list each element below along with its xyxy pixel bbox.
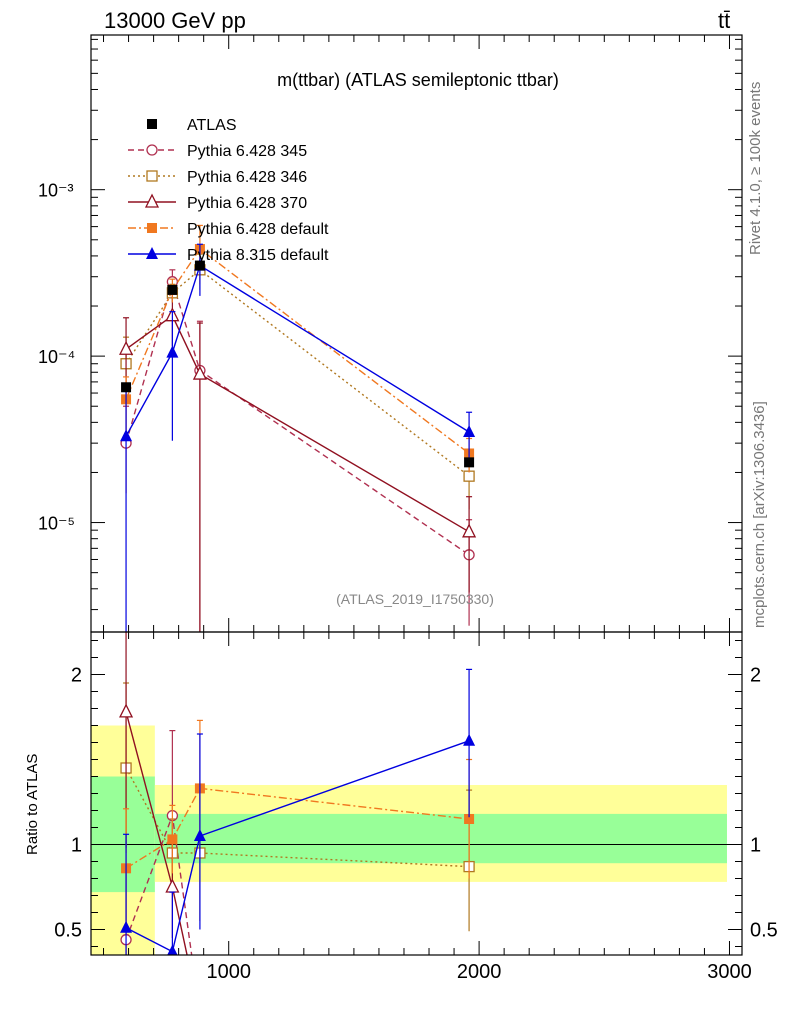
ratio-y-tick-label: 1 (71, 835, 82, 857)
legend: ATLAS Pythia 6.428 345 Pythia 6.428 346 Pyt… (128, 117, 329, 264)
x-tick-label: 3000 (707, 961, 752, 983)
ratio-line-py6_346 (125, 767, 470, 868)
ratio-band-inner (154, 813, 727, 864)
ratio-point-py6_370 (463, 1008, 475, 1020)
data-point-py6_370 (462, 523, 477, 538)
ratio-line-py8_default (125, 740, 470, 953)
series-py8_default (120, 243, 476, 632)
legend-item-py6_346: Pythia 6.428 346 (128, 169, 307, 186)
analysis-label: (ATLAS_2019_I1750330) (336, 591, 494, 607)
chart-title: m(ttbar) (ATLAS semileptonic ttbar) (277, 70, 559, 90)
ratio-uncertainty-bands (91, 725, 727, 955)
legend-label: Pythia 8.315 default (187, 247, 329, 264)
main-y-tick-label: 10⁻⁵ (38, 514, 75, 534)
legend-marker (146, 144, 158, 156)
ratio-series-py8_default (120, 668, 476, 955)
legend-marker (147, 223, 157, 233)
legend-item-py8_default: Pythia 8.315 default (128, 247, 329, 264)
legend-item-atlas: ATLAS (147, 117, 237, 134)
series-line-py6_345 (125, 279, 470, 556)
legend-marker (147, 119, 157, 129)
ratio-point-py6_345 (195, 1010, 205, 1020)
main-y-tick-label: 10⁻³ (38, 181, 74, 201)
ratio-line-py6_370 (125, 711, 188, 955)
process-label: tt̄ (718, 8, 730, 33)
series-line-py8_default (125, 264, 470, 437)
main-plot-series (119, 224, 477, 632)
data-point-atlas (464, 457, 475, 468)
legend-marker (144, 193, 160, 208)
data-point-py6_370 (119, 340, 134, 355)
legend-label: ATLAS (187, 117, 237, 134)
ratio-point-py8_default (193, 829, 206, 841)
ratio-y-tick-label: 0.5 (54, 920, 82, 942)
ratio-line-py6_345 (125, 815, 193, 955)
x-tick-label: 1000 (206, 961, 251, 983)
legend-label: Pythia 6.428 346 (187, 169, 307, 186)
series-line-py6_default (125, 248, 470, 455)
data-point-py8_default (120, 429, 133, 442)
data-point-py8_default (166, 345, 179, 358)
ratio-point-py6_370 (194, 1008, 206, 1020)
data-point-atlas (194, 260, 205, 271)
ratio-point-py6_370 (119, 703, 134, 718)
legend-label: Pythia 6.428 345 (187, 143, 307, 160)
ratio-y-axis-label: Ratio to ATLAS (24, 754, 41, 855)
legend-label: Pythia 6.428 default (187, 221, 329, 238)
legend-item-py6_345: Pythia 6.428 345 (128, 143, 307, 160)
mcplots-label: mcplots.cern.ch [arXiv:1306.3436] (751, 401, 768, 628)
main-y-tick-label: 10⁻⁴ (38, 347, 75, 367)
ratio-point-py8_default (167, 944, 178, 955)
ratio-plot-series (119, 632, 476, 1020)
series-py6_370 (119, 293, 477, 632)
ratio-y-tick-label-right: 1 (750, 835, 761, 857)
ratio-point-py8_default (120, 920, 133, 933)
series-line-py6_370 (125, 314, 470, 533)
legend-marker (146, 247, 158, 259)
ratio-point-py6_default (167, 834, 178, 845)
ratio-band-inner (91, 776, 155, 893)
data-point-py6_346 (463, 470, 475, 482)
legend-marker (146, 170, 158, 182)
ratio-y-tick-label-right: 2 (750, 665, 761, 687)
legend-item-py6_370: Pythia 6.428 370 (128, 193, 307, 212)
legend-label: Pythia 6.428 370 (187, 195, 307, 212)
data-point-py6_370 (192, 365, 207, 380)
x-tick-label: 2000 (457, 961, 502, 983)
ratio-line-py6_default (125, 787, 470, 869)
rivet-label: Rivet 4.1.0, ≥ 100k events (747, 82, 764, 255)
energy-label: 13000 GeV pp (104, 8, 246, 33)
data-point-py8_default (463, 425, 476, 438)
ratio-y-tick-label: 2 (71, 665, 82, 687)
data-point-atlas (167, 284, 178, 295)
ratio-y-tick-label-right: 0.5 (750, 920, 778, 942)
ratio-point-py6_default (464, 814, 475, 824)
series-atlas (121, 260, 475, 468)
ratio-point-py8_default (463, 733, 476, 746)
legend-item-py6_default: Pythia 6.428 default (128, 221, 329, 238)
axis-ticks (91, 35, 742, 955)
series-line-py6_346 (125, 268, 470, 477)
data-point-atlas (121, 382, 132, 393)
ratio-point-py6_345 (464, 1010, 474, 1020)
